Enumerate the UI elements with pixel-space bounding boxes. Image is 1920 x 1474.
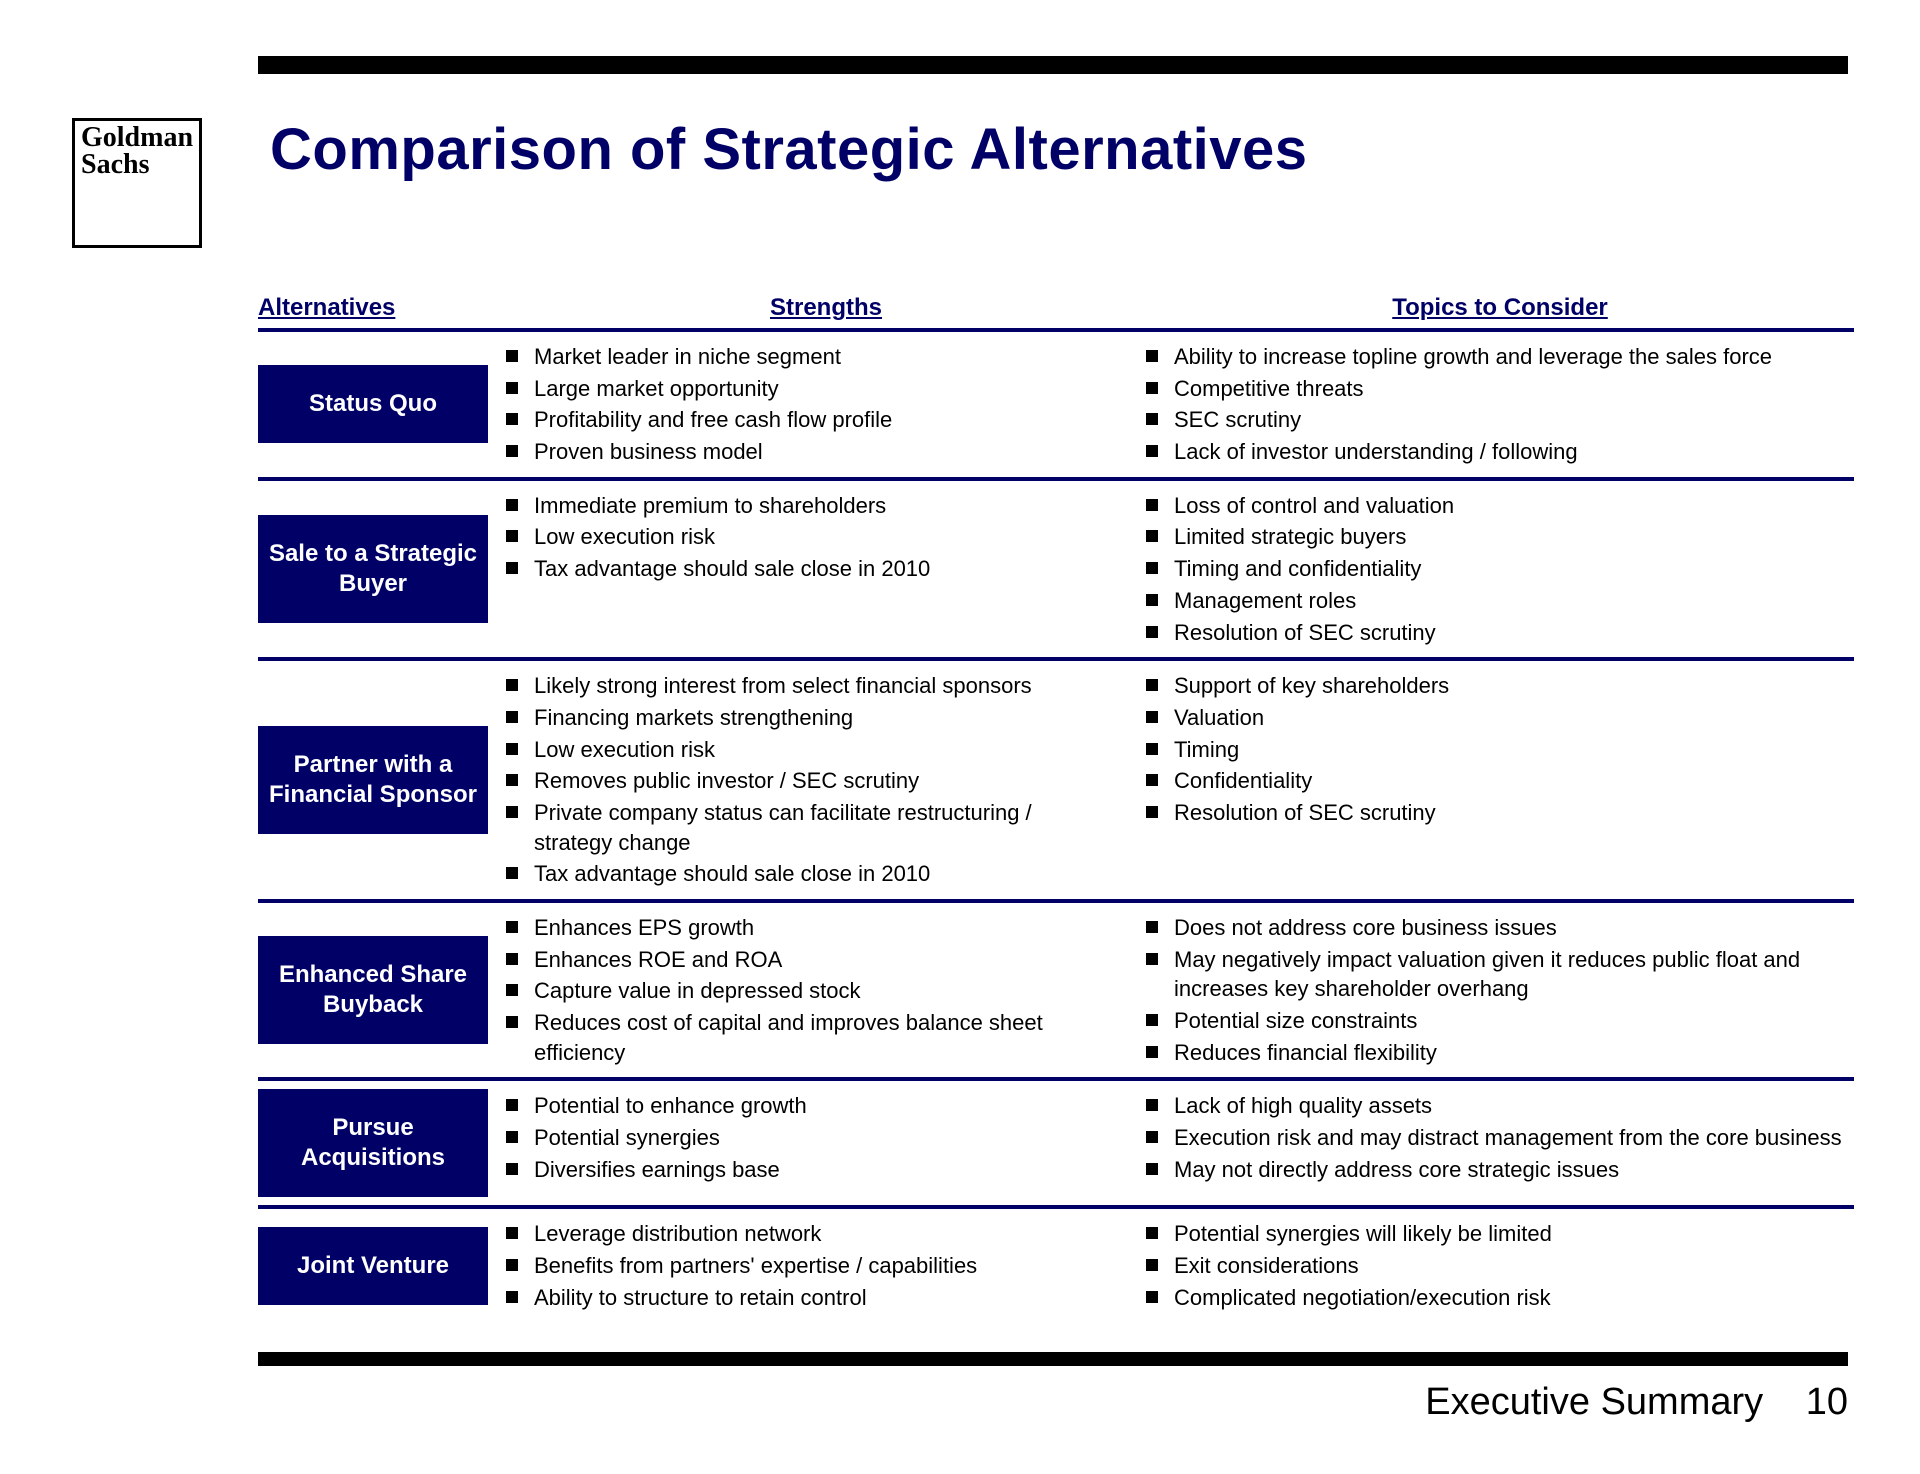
topic-item: Complicated negotiation/execution risk <box>1146 1283 1854 1313</box>
alternative-pill: Pursue Acquisitions <box>258 1089 488 1197</box>
topic-item: Management roles <box>1146 586 1854 616</box>
table-row: Sale to a Strategic BuyerImmediate premi… <box>258 481 1854 661</box>
alternatives-table: Alternatives Strengths Topics to Conside… <box>258 294 1854 1323</box>
topic-item: Loss of control and valuation <box>1146 491 1854 521</box>
alternative-pill: Status Quo <box>258 365 488 443</box>
topic-item: Resolution of SEC scrutiny <box>1146 618 1854 648</box>
topic-item: Valuation <box>1146 703 1854 733</box>
strength-item: Enhances EPS growth <box>506 913 1110 943</box>
header-row: Goldman Sachs Comparison of Strategic Al… <box>72 118 1848 248</box>
topic-item: Support of key shareholders <box>1146 671 1854 701</box>
table-row: Pursue AcquisitionsPotential to enhance … <box>258 1081 1854 1209</box>
topic-item: SEC scrutiny <box>1146 405 1854 435</box>
page-title: Comparison of Strategic Alternatives <box>270 116 1308 183</box>
topic-item: Lack of high quality assets <box>1146 1091 1854 1121</box>
topic-item: Lack of investor understanding / followi… <box>1146 437 1854 467</box>
bottom-black-bar <box>258 1352 1848 1366</box>
logo-line2: Sachs <box>81 152 193 179</box>
topic-item: Limited strategic buyers <box>1146 522 1854 552</box>
topics-cell: Ability to increase topline growth and l… <box>1146 340 1854 469</box>
strength-item: Likely strong interest from select finan… <box>506 671 1110 701</box>
topics-cell: Support of key shareholdersValuationTimi… <box>1146 669 1854 891</box>
strength-item: Diversifies earnings base <box>506 1155 1110 1185</box>
strength-item: Financing markets strengthening <box>506 703 1110 733</box>
topic-item: Potential synergies will likely be limit… <box>1146 1219 1854 1249</box>
alternative-cell: Enhanced Share Buyback <box>258 911 506 1069</box>
alternative-cell: Partner with a Financial Sponsor <box>258 669 506 891</box>
topic-item: Timing <box>1146 735 1854 765</box>
table-row: Enhanced Share BuybackEnhances EPS growt… <box>258 903 1854 1081</box>
topic-item: Exit considerations <box>1146 1251 1854 1281</box>
strengths-cell: Potential to enhance growthPotential syn… <box>506 1089 1146 1197</box>
topic-item: Competitive threats <box>1146 374 1854 404</box>
col-header-topics: Topics to Consider <box>1146 294 1854 322</box>
strengths-cell: Immediate premium to shareholdersLow exe… <box>506 489 1146 649</box>
footer-page-number: 10 <box>1806 1381 1848 1423</box>
strengths-cell: Enhances EPS growthEnhances ROE and ROAC… <box>506 911 1146 1069</box>
topics-cell: Lack of high quality assetsExecution ris… <box>1146 1089 1854 1197</box>
table-row: Status QuoMarket leader in niche segment… <box>258 332 1854 481</box>
strengths-cell: Market leader in niche segmentLarge mark… <box>506 340 1146 469</box>
logo-line1: Goldman <box>81 125 193 152</box>
strength-item: Potential synergies <box>506 1123 1110 1153</box>
topic-item: Reduces financial flexibility <box>1146 1038 1854 1068</box>
alternative-pill: Sale to a Strategic Buyer <box>258 515 488 623</box>
table-header-row: Alternatives Strengths Topics to Conside… <box>258 294 1854 332</box>
strength-item: Capture value in depressed stock <box>506 976 1110 1006</box>
strength-item: Removes public investor / SEC scrutiny <box>506 766 1110 796</box>
alternative-cell: Pursue Acquisitions <box>258 1089 506 1197</box>
topic-item: Potential size constraints <box>1146 1006 1854 1036</box>
strength-item: Immediate premium to shareholders <box>506 491 1110 521</box>
topics-cell: Potential synergies will likely be limit… <box>1146 1217 1854 1314</box>
topic-item: Timing and confidentiality <box>1146 554 1854 584</box>
strength-item: Tax advantage should sale close in 2010 <box>506 859 1110 889</box>
alternative-cell: Joint Venture <box>258 1217 506 1314</box>
col-header-strengths: Strengths <box>506 294 1146 322</box>
topic-item: Execution risk and may distract manageme… <box>1146 1123 1854 1153</box>
strength-item: Low execution risk <box>506 735 1110 765</box>
top-black-bar <box>258 56 1848 74</box>
topic-item: Confidentiality <box>1146 766 1854 796</box>
goldman-sachs-logo: Goldman Sachs <box>72 118 202 248</box>
alternative-pill: Partner with a Financial Sponsor <box>258 726 488 834</box>
alternative-cell: Status Quo <box>258 340 506 469</box>
strength-item: Market leader in niche segment <box>506 342 1110 372</box>
strength-item: Reduces cost of capital and improves bal… <box>506 1008 1110 1067</box>
strength-item: Private company status can facilitate re… <box>506 798 1110 857</box>
topic-item: Resolution of SEC scrutiny <box>1146 798 1854 828</box>
slide-page: Goldman Sachs Comparison of Strategic Al… <box>0 0 1920 1474</box>
topic-item: Does not address core business issues <box>1146 913 1854 943</box>
footer-section: Executive Summary <box>1425 1381 1763 1423</box>
strength-item: Benefits from partners' expertise / capa… <box>506 1251 1110 1281</box>
alternative-cell: Sale to a Strategic Buyer <box>258 489 506 649</box>
strength-item: Tax advantage should sale close in 2010 <box>506 554 1110 584</box>
topic-item: May negatively impact valuation given it… <box>1146 945 1854 1004</box>
topic-item: May not directly address core strategic … <box>1146 1155 1854 1185</box>
topics-cell: Does not address core business issuesMay… <box>1146 911 1854 1069</box>
strength-item: Potential to enhance growth <box>506 1091 1110 1121</box>
strength-item: Profitability and free cash flow profile <box>506 405 1110 435</box>
table-row: Partner with a Financial Sponsor Likely s… <box>258 661 1854 903</box>
strength-item: Proven business model <box>506 437 1110 467</box>
strength-item: Low execution risk <box>506 522 1110 552</box>
col-header-alternatives: Alternatives <box>258 294 506 322</box>
strengths-cell: Leverage distribution networkBenefits fr… <box>506 1217 1146 1314</box>
strength-item: Ability to structure to retain control <box>506 1283 1110 1313</box>
alternative-pill: Enhanced Share Buyback <box>258 936 488 1044</box>
strength-item: Enhances ROE and ROA <box>506 945 1110 975</box>
topics-cell: Loss of control and valuationLimited str… <box>1146 489 1854 649</box>
alternative-pill: Joint Venture <box>258 1227 488 1305</box>
table-row: Joint VentureLeverage distribution netwo… <box>258 1209 1854 1322</box>
strengths-cell: Likely strong interest from select finan… <box>506 669 1146 891</box>
table-body: Status QuoMarket leader in niche segment… <box>258 332 1854 1323</box>
strength-item: Large market opportunity <box>506 374 1110 404</box>
strength-item: Leverage distribution network <box>506 1219 1110 1249</box>
topic-item: Ability to increase topline growth and l… <box>1146 342 1854 372</box>
footer: Executive Summary 10 <box>1425 1381 1848 1424</box>
